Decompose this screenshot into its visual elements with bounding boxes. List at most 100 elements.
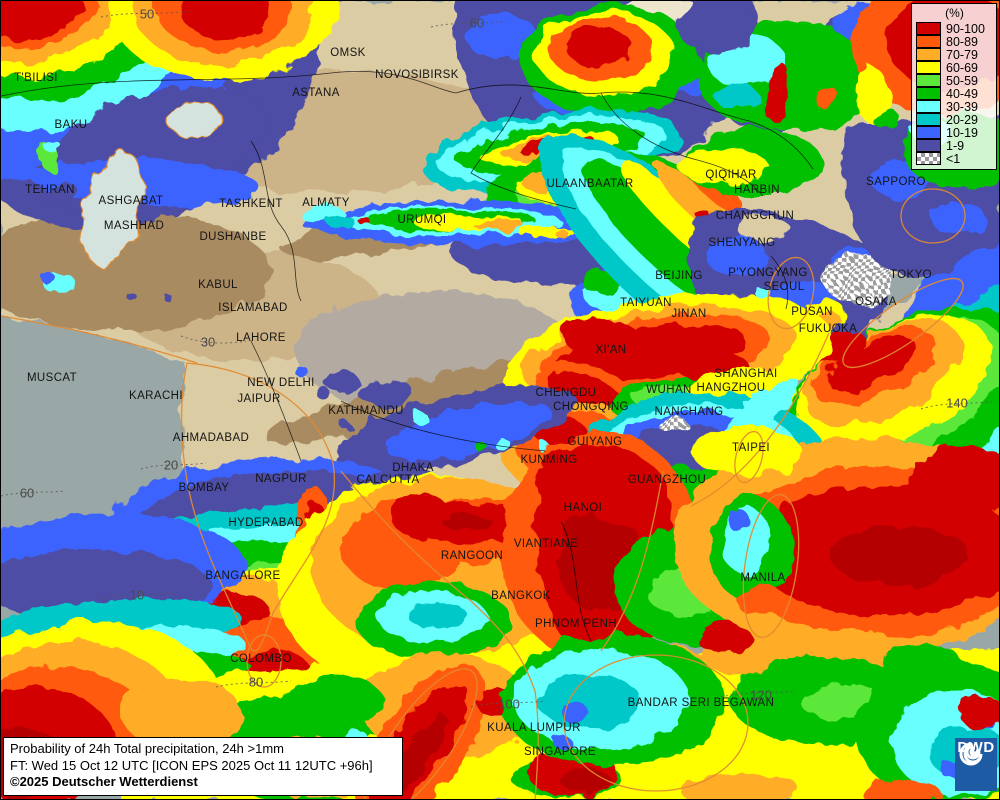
city-label: BOMBAY (178, 482, 230, 494)
city-label: NOVOSIBIRSK (375, 69, 459, 81)
dwd-logo: DWD (955, 738, 997, 791)
info-line-title: Probability of 24h Total precipitation, … (10, 741, 285, 757)
city-label: SEOUL (763, 281, 805, 293)
contour-label: 80 (248, 674, 264, 690)
legend-range: 80-89 (946, 34, 978, 49)
contour-label: 140 (946, 395, 968, 411)
legend-range: 1-9 (946, 138, 965, 153)
city-label: ULAANBAATAR (546, 178, 634, 190)
city-label: BEIJING (655, 270, 703, 282)
city-label: QIQIHAR (705, 169, 757, 181)
city-label: TAIYUAN (620, 297, 672, 309)
city-label: NAGPUR (255, 473, 307, 485)
contour-label: 30 (200, 334, 216, 350)
city-label: PHNOM PENH (535, 618, 617, 630)
city-label: AHMADABAD (172, 432, 250, 444)
borders (1, 71, 814, 642)
legend-rows: 90-100 80-89 70-79 60-69 50-59 40-49 30-39 20-2… (916, 21, 993, 166)
city-label: ALMATY (302, 197, 350, 209)
city-label: SAPPORO (866, 176, 926, 188)
city-label: SHENYANG (708, 237, 776, 249)
legend-range: 40-49 (946, 86, 978, 101)
city-label: ASTANA (292, 87, 340, 99)
legend-range: 70-79 (946, 47, 978, 62)
city-label: CHONGQING (553, 401, 629, 413)
city-label: DUSHANBE (199, 231, 267, 243)
legend-swatch (916, 87, 941, 100)
city-label: T'BILISI (14, 72, 58, 84)
city-label: NANCHANG (654, 406, 724, 418)
city-label: RANGOON (440, 550, 504, 562)
city-label: FUKUOKA (798, 323, 858, 335)
contour-label: 100 (498, 696, 520, 712)
city-label: GUIYANG (567, 436, 623, 448)
contour-label: 60 (19, 485, 35, 501)
city-label: VIANTIANE (513, 538, 579, 550)
city-label: CHENGDU (535, 387, 597, 399)
city-label: ISLAMABAD (218, 302, 288, 314)
legend-swatch (916, 61, 941, 74)
contour-lines (1, 10, 997, 708)
city-label: URUMQI (397, 214, 447, 226)
city-label: MUSCAT (26, 372, 78, 384)
legend-range: 30-39 (946, 99, 978, 114)
legend-range: 50-59 (946, 73, 978, 88)
legend-range: 10-19 (946, 125, 978, 140)
legend-swatch (916, 113, 941, 126)
legend-row: 80-89 (916, 34, 993, 49)
city-label: KABUL (198, 279, 238, 291)
coastlines (1, 188, 966, 799)
legend-row: 90-100 (916, 21, 993, 36)
city-label: PUSAN (791, 306, 833, 318)
city-label: OMSK (330, 47, 366, 59)
city-label: COLOMBO (230, 653, 292, 665)
city-label: KUNMING (520, 454, 578, 466)
city-label: MANILA (740, 572, 786, 584)
contour-label: 60 (469, 15, 485, 31)
legend-swatch (916, 152, 941, 165)
city-label: BANGKOK (491, 590, 551, 602)
city-label: BAKU (54, 119, 88, 131)
city-label: KUALA LUMPUR (487, 722, 581, 734)
city-label: XI'AN (595, 344, 627, 356)
city-label: SHANGHAI (714, 368, 778, 380)
legend-swatch (916, 100, 941, 113)
legend-row: 60-69 (916, 60, 993, 75)
city-label: HARBIN (734, 184, 780, 196)
legend: (%) 90-100 80-89 70-79 60-69 50-59 40-49 30-39… (911, 3, 997, 170)
legend-row: 1-9 (916, 138, 993, 153)
city-label: CALCUTTA (356, 474, 420, 486)
city-label: HANOI (563, 502, 603, 514)
city-label: NEW DELHI (247, 377, 315, 389)
contour-label: 120 (750, 687, 772, 703)
legend-row: 50-59 (916, 73, 993, 88)
legend-row: 20-29 (916, 113, 993, 127)
city-label: CHANGCHUN (715, 210, 795, 222)
legend-range: 60-69 (946, 60, 978, 75)
city-label: GUANGZHOU (627, 474, 707, 486)
legend-row: 10-19 (916, 125, 993, 140)
city-label: TAIPEI (732, 442, 770, 454)
city-label: TOKYO (889, 269, 933, 281)
legend-range: 90-100 (946, 21, 985, 36)
legend-range: <1 (946, 151, 961, 166)
legend-row: 40-49 (916, 86, 993, 101)
city-label: HYDERABAD (228, 517, 304, 529)
city-label: JAIPUR (237, 393, 281, 405)
city-label: DHAKA (392, 462, 434, 474)
city-label: LAHORE (236, 332, 286, 344)
info-line-forecast: FT: Wed 15 Oct 12 UTC [ICON EPS 2025 Oct… (10, 757, 373, 773)
city-label: P'YONGYANG (728, 267, 808, 279)
legend-swatch (916, 48, 941, 61)
city-label: BANDAR SERI BEGAWAN (627, 697, 775, 709)
city-label: WUHAN (646, 384, 692, 396)
city-label: HANGZHOU (696, 382, 766, 394)
info-box: Probability of 24h Total precipitation, … (3, 737, 403, 796)
legend-row: 30-39 (916, 99, 993, 114)
city-label: MASHHAD (103, 220, 165, 232)
city-label: KARACHI (129, 390, 183, 402)
city-label: TEHRAN (25, 184, 75, 196)
